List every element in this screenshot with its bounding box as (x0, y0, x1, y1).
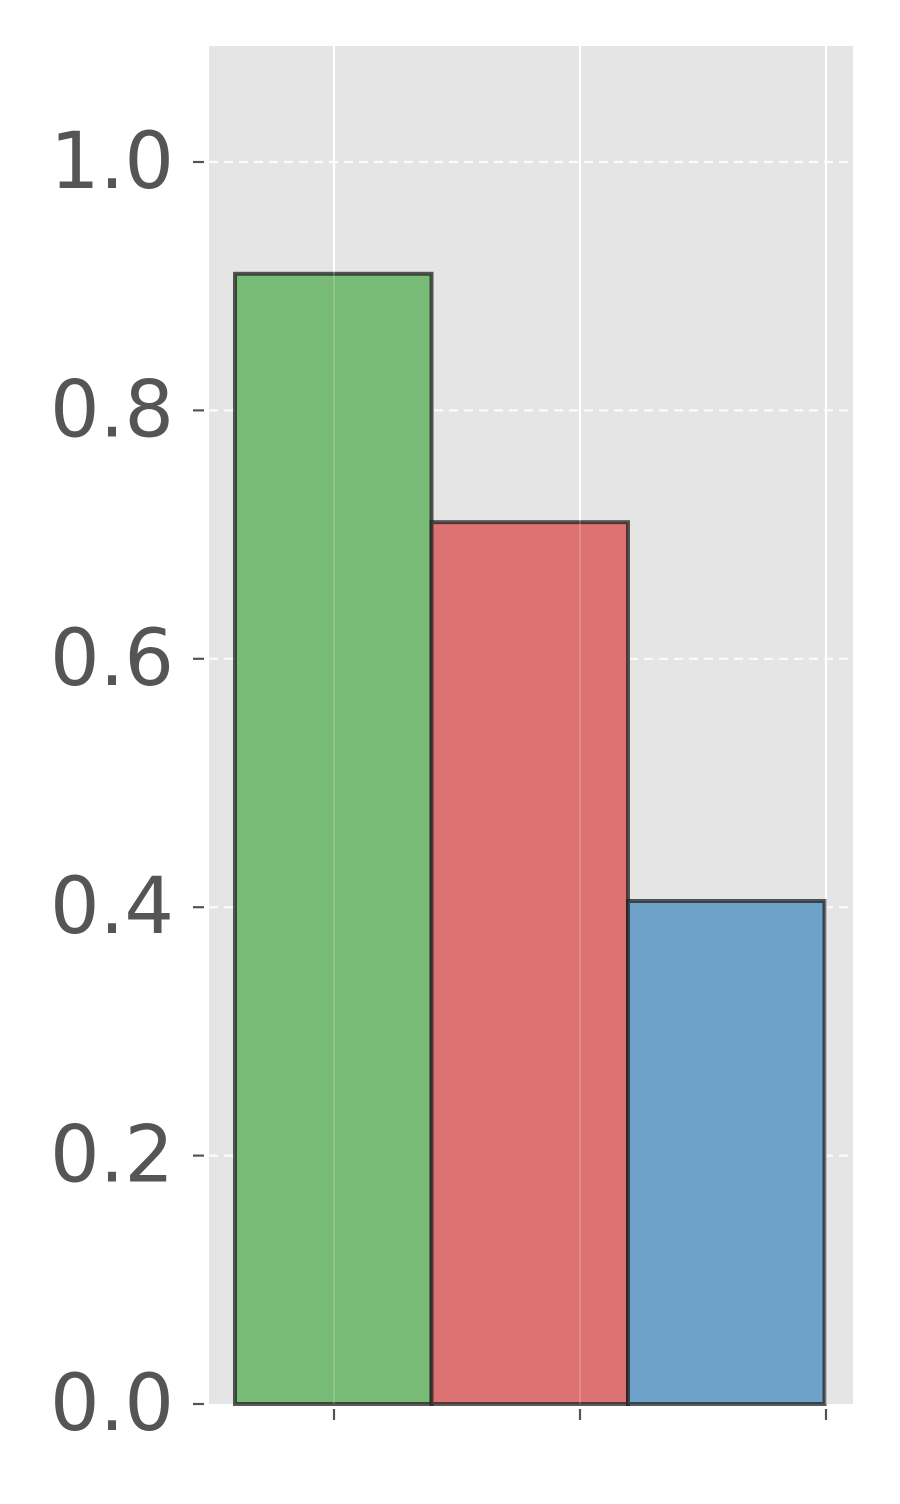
bars (233, 271, 827, 1406)
y-tick-label: 0.0 (50, 1359, 174, 1449)
x-axis (332, 1409, 828, 1420)
y-tick-label: 0.6 (50, 614, 174, 704)
y-tick-label: 1.0 (50, 117, 174, 207)
bar (429, 520, 630, 1406)
y-axis: 0.0 0.2 0.4 0.6 0.8 1.0 (50, 117, 204, 1449)
bar (626, 898, 827, 1406)
y-tick-label: 0.8 (50, 365, 174, 455)
y-tick-label: 0.4 (50, 862, 174, 952)
y-tick-label: 0.2 (50, 1111, 174, 1201)
vertical-grid-overlay (333, 46, 827, 1404)
bar (233, 271, 434, 1406)
